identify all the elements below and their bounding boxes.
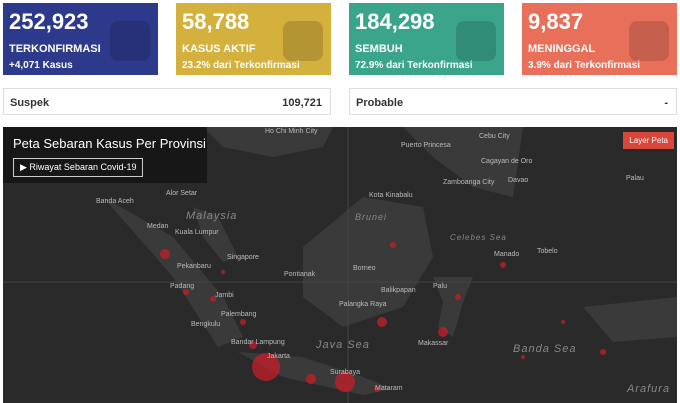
icon xyxy=(629,21,669,61)
place-label: Arafura xyxy=(626,383,670,395)
history-button[interactable]: ▶ Riwayat Sebaran Covid-19 xyxy=(13,158,144,177)
icon xyxy=(283,21,323,61)
place-label: Balikpapan xyxy=(381,287,416,294)
card-sub: 72.9% dari Terkonfirmasi xyxy=(355,60,473,71)
suspek-value: 109,721 xyxy=(282,97,322,109)
place-label: Surabaya xyxy=(330,369,360,376)
select[interactable]: Probable - xyxy=(349,88,677,115)
place-label: Kota Kinabalu xyxy=(369,192,413,199)
place-label: Celebes Sea xyxy=(450,233,507,242)
place-label: Cagayan de Oro xyxy=(481,158,532,165)
card-value: 58,788 xyxy=(182,9,250,34)
card-value: 184,298 xyxy=(355,9,435,34)
card-label: SEMBUH xyxy=(355,43,403,55)
place-label: Cebu City xyxy=(479,133,510,140)
place-label: Padang xyxy=(170,283,194,290)
icon xyxy=(110,21,150,61)
place-label: Banda Aceh xyxy=(96,198,134,205)
icon xyxy=(456,21,496,61)
card: 184,298 SEMBUH 72.9% dari Terkonfirmasi xyxy=(349,3,504,75)
place-label: Davao xyxy=(508,177,528,184)
select-arrow: - xyxy=(664,97,668,109)
card: 58,788 KASUS AKTIF 23.2% dari Terkonfirmas… xyxy=(176,3,331,75)
grid xyxy=(3,127,677,403)
place-label: Pekanbaru xyxy=(177,263,211,270)
place-label: Bandar Lampung xyxy=(231,339,285,346)
card-sub: 23.2% dari Terkonfirmasi xyxy=(182,60,300,71)
place-label: Bengkulu xyxy=(191,321,220,328)
card-label: MENINGGAL xyxy=(528,43,596,55)
place-label: Palangka Raya xyxy=(339,301,387,308)
place-label: Brunei xyxy=(355,212,387,222)
suspek-label: Suspek xyxy=(10,97,50,109)
case-bubbles xyxy=(160,242,606,392)
card-sub: 3.9% dari Terkonfirmasi xyxy=(528,60,641,71)
place-label: Palu xyxy=(433,283,447,290)
map-header: Peta Sebaran Kasus Per Provinsi ▶ Riwayat… xyxy=(3,127,207,183)
card-value: 252,923 xyxy=(9,9,89,34)
map-canvas: Ho Chi Minh City Puerto Princesa Cebu City… xyxy=(3,127,677,403)
layer-button[interactable]: Layer Peta xyxy=(623,132,674,149)
map[interactable]: Ho Chi Minh City Puerto Princesa Cebu City… xyxy=(3,127,677,403)
card-value: 9,837 xyxy=(528,9,584,34)
suspek-box: Suspek 109,721 xyxy=(3,88,331,115)
place-label: Puerto Princesa xyxy=(401,142,451,149)
place-label: Manado xyxy=(494,251,519,258)
place-label: Medan xyxy=(147,223,169,230)
place-label: Malaysia xyxy=(186,210,237,222)
place-label: Banda Sea xyxy=(513,343,576,355)
place-label: Makassar xyxy=(418,340,449,347)
place-label: Pontianak xyxy=(284,271,316,278)
place-label: Zamboanga City xyxy=(443,179,495,186)
card-label: TERKONFIRMASI xyxy=(9,43,101,55)
card: 252,923 TERKONFIRMASI +4,071 Kasus xyxy=(3,3,158,75)
place-label: Borneo xyxy=(353,265,376,272)
place-labels: Ho Chi Minh City Puerto Princesa Cebu City… xyxy=(96,128,670,395)
map-title: Peta Sebaran Kasus Per Provinsi xyxy=(13,136,206,151)
place-label: Java Sea xyxy=(315,339,370,351)
place-label: Jambi xyxy=(215,292,234,299)
place-label: Palembang xyxy=(221,311,257,318)
select-label: Probable xyxy=(356,97,404,109)
place-label: Singapore xyxy=(227,254,259,261)
place-label: Alor Setar xyxy=(166,190,198,197)
place-label: Jakarta xyxy=(267,353,290,360)
card: 9,837 MENINGGAL 3.9% dari Terkonfirmasi xyxy=(522,3,677,75)
card-label: KASUS AKTIF xyxy=(182,43,256,55)
place-label: Palau xyxy=(626,175,644,182)
place-label: Tobelo xyxy=(537,248,558,255)
place-label: Mataram xyxy=(375,385,403,392)
card-sub: +4,071 Kasus xyxy=(9,60,73,71)
place-label: Ho Chi Minh City xyxy=(265,128,318,135)
place-label: Kuala Lumpur xyxy=(175,229,219,236)
